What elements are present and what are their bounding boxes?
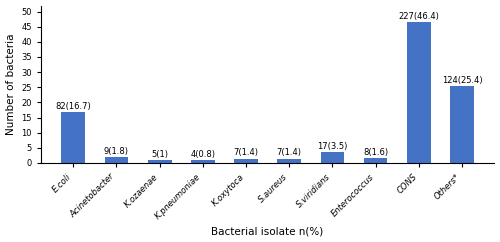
Text: 227(46.4): 227(46.4) (398, 12, 439, 21)
Text: 8(1.6): 8(1.6) (363, 148, 388, 157)
Bar (234, 159, 258, 163)
Text: 9(1.8): 9(1.8) (104, 147, 129, 156)
Bar (278, 159, 301, 163)
Bar (407, 23, 430, 163)
Text: 82(16.7): 82(16.7) (56, 102, 91, 111)
Text: 124(25.4): 124(25.4) (442, 76, 482, 85)
X-axis label: Bacterial isolate n(%): Bacterial isolate n(%) (212, 227, 324, 236)
Bar (148, 160, 172, 163)
Bar (320, 152, 344, 163)
Bar (191, 160, 214, 163)
Text: 4(0.8): 4(0.8) (190, 150, 216, 159)
Text: 7(1.4): 7(1.4) (276, 148, 301, 158)
Bar (62, 112, 85, 163)
Bar (450, 86, 474, 163)
Y-axis label: Number of bacteria: Number of bacteria (6, 33, 16, 135)
Bar (104, 158, 128, 163)
Text: 5(1): 5(1) (151, 150, 168, 159)
Bar (364, 158, 388, 163)
Text: 17(3.5): 17(3.5) (317, 142, 348, 151)
Text: 7(1.4): 7(1.4) (234, 148, 258, 158)
